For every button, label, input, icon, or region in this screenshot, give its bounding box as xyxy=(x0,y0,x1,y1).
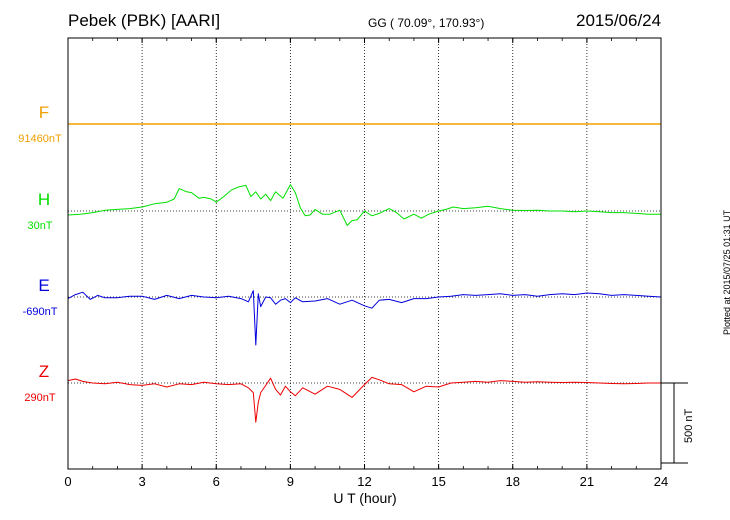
series-baseline-h: 30nT xyxy=(27,220,52,232)
x-tick-label: 21 xyxy=(580,474,594,489)
series-name-h: H xyxy=(38,190,50,209)
axis-ticks: 0 3 6 9 12 15 18 21 24 xyxy=(64,38,668,489)
x-tick-label: 0 xyxy=(64,474,71,489)
series-labels: F 91460nT H 30nT E -690nT Z 290nT xyxy=(18,103,62,404)
x-tick-label: 6 xyxy=(213,474,220,489)
series-layer xyxy=(67,123,662,423)
x-tick-label: 9 xyxy=(287,474,294,489)
scale-bar: 500 nT xyxy=(661,382,695,464)
scale-bar-label: 500 nT xyxy=(683,408,695,443)
x-tick-label: 24 xyxy=(654,474,668,489)
x-tick-label: 3 xyxy=(139,474,146,489)
x-tick-label: 12 xyxy=(357,474,371,489)
x-axis-label: U T (hour) xyxy=(333,490,396,506)
series-baseline-f: 91460nT xyxy=(18,133,62,145)
date-label: 2015/06/24 xyxy=(576,11,662,30)
series-name-e: E xyxy=(38,276,49,295)
station-title: Pebek (PBK) [AARI] xyxy=(68,11,221,30)
series-name-z: Z xyxy=(39,362,49,381)
coordinates-label: GG ( 70.09°, 170.93°) xyxy=(368,16,485,30)
x-tick-label: 15 xyxy=(431,474,445,489)
series-line-z xyxy=(67,376,661,423)
series-line-h xyxy=(67,184,661,226)
x-tick-label: 18 xyxy=(506,474,520,489)
series-baseline-z: 290nT xyxy=(24,392,55,404)
series-name-f: F xyxy=(39,103,49,122)
grid-lines xyxy=(68,38,661,469)
series-baseline-e: -690nT xyxy=(23,306,58,318)
series-line-e xyxy=(67,290,662,346)
